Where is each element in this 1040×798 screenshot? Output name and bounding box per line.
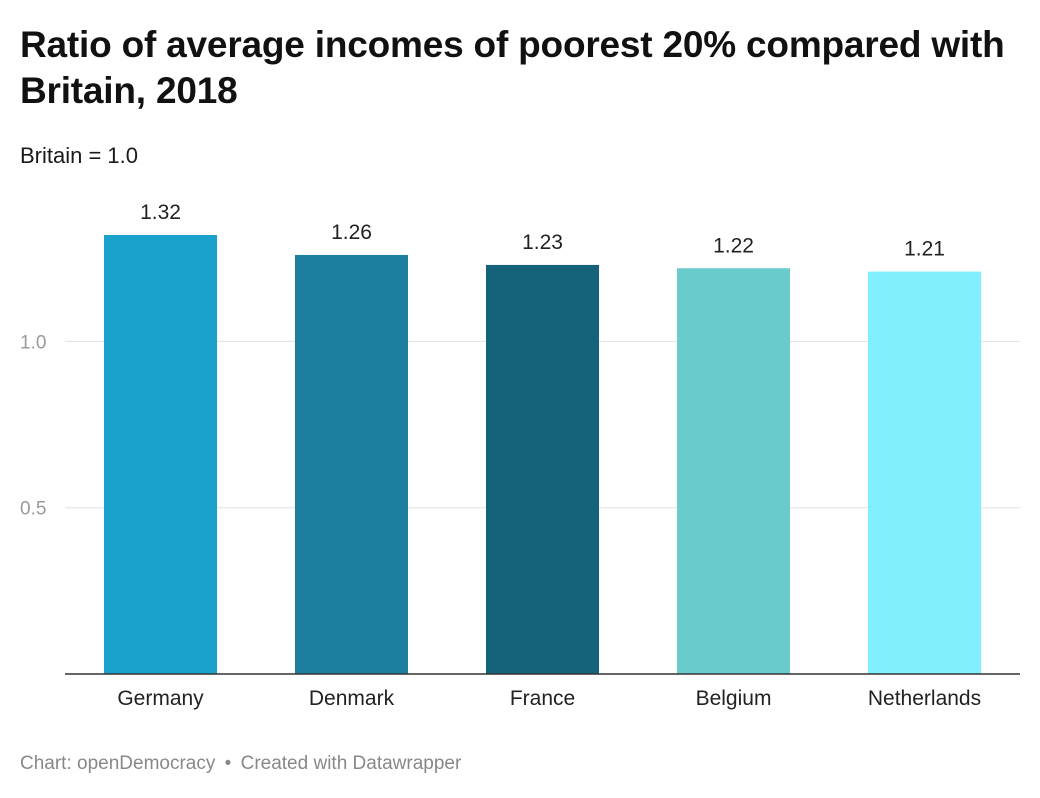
bar-france (486, 264, 599, 674)
data-label-france: 1.23 (522, 231, 563, 254)
x-tick-label-netherlands: Netherlands (868, 687, 981, 710)
x-tick-label-belgium: Belgium (696, 687, 772, 710)
value-labels: 1.32 1.26 1.23 1.22 1.21 (140, 201, 945, 261)
datawrapper-credit: Created with Datawrapper (240, 753, 462, 774)
bar-netherlands (868, 271, 981, 674)
data-label-germany: 1.32 (140, 201, 181, 224)
x-tick-label-france: France (510, 687, 575, 710)
chart-title: Ratio of average incomes of poorest 20% … (20, 24, 1005, 111)
data-label-netherlands: 1.21 (904, 238, 945, 261)
bar-chart: 1.32 1.26 1.23 1.22 1.21 Germany Denmark Franc… (20, 201, 1020, 710)
bar-denmark (295, 254, 408, 675)
bars (104, 235, 981, 675)
y-tick-label: 0.5 (20, 499, 46, 520)
x-tick-label-germany: Germany (117, 687, 204, 710)
chart-footer: Chart: openDemocracy • Created with Data… (20, 752, 461, 776)
chart-subtitle: Britain = 1.0 (20, 143, 139, 168)
source-credit: Chart: openDemocracy (20, 753, 216, 774)
x-tick-label-denmark: Denmark (309, 687, 395, 710)
data-label-denmark: 1.26 (331, 221, 372, 244)
y-axis: 0.5 1.0 (20, 332, 46, 519)
footer-separator: • (224, 753, 232, 774)
data-label-belgium: 1.22 (713, 234, 754, 257)
y-tick-label: 1.0 (20, 332, 46, 353)
bar-germany (104, 235, 217, 674)
bar-belgium (677, 268, 790, 674)
x-axis: Germany Denmark France Belgium Netherlands (65, 673, 1020, 710)
